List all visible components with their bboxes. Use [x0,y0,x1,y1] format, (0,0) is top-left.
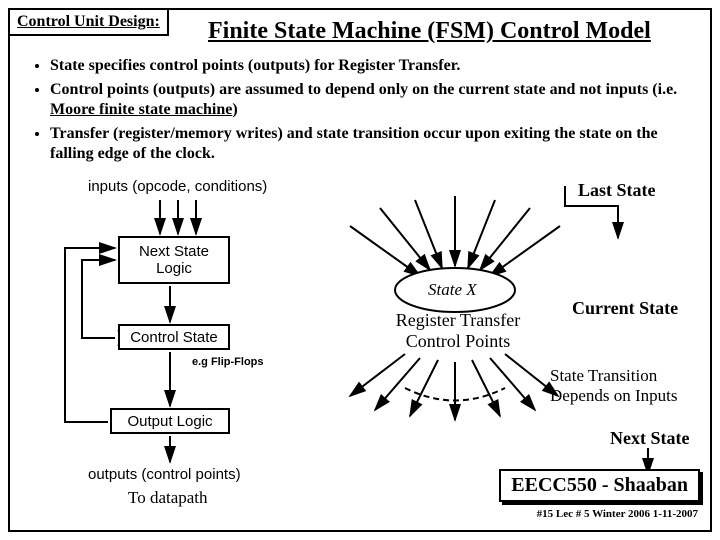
flipflops-label: e.g Flip-Flops [192,356,264,368]
next-state-logic-box: Next State Logic [118,236,230,284]
last-state-label: Last State [578,180,656,201]
rtcp-label: Register Transfer Control Points [378,310,538,351]
tag-text: Control Unit Design: [17,13,160,30]
next-state-label: Next State [610,428,689,449]
main-title: Finite State Machine (FSM) Control Model [208,18,651,45]
tag-box: Control Unit Design: [8,8,169,36]
bullet-list: State specifies control points (outputs)… [32,56,692,168]
bullet-3: Transfer (register/memory writes) and st… [50,124,692,164]
state-x-label: State X [428,280,477,300]
current-state-label: Current State [572,298,678,319]
bullet-1: State specifies control points (outputs)… [50,56,692,76]
output-logic-box: Output Logic [110,408,230,434]
slide-frame: Control Unit Design: Finite State Machin… [8,8,712,532]
to-datapath-label: To datapath [128,488,208,508]
bullet-2: Control points (outputs) are assumed to … [50,80,692,120]
footer-meta: #15 Lec # 5 Winter 2006 1-11-2007 [537,508,698,520]
outputs-label: outputs (control points) [88,466,241,483]
transition-label: State Transition Depends on Inputs [550,366,720,405]
inputs-label: inputs (opcode, conditions) [88,178,267,195]
diagram-area: inputs (opcode, conditions) Next State L… [10,178,714,518]
footer-course-box: EECC550 - Shaaban [499,469,700,502]
control-state-box: Control State [118,324,230,350]
